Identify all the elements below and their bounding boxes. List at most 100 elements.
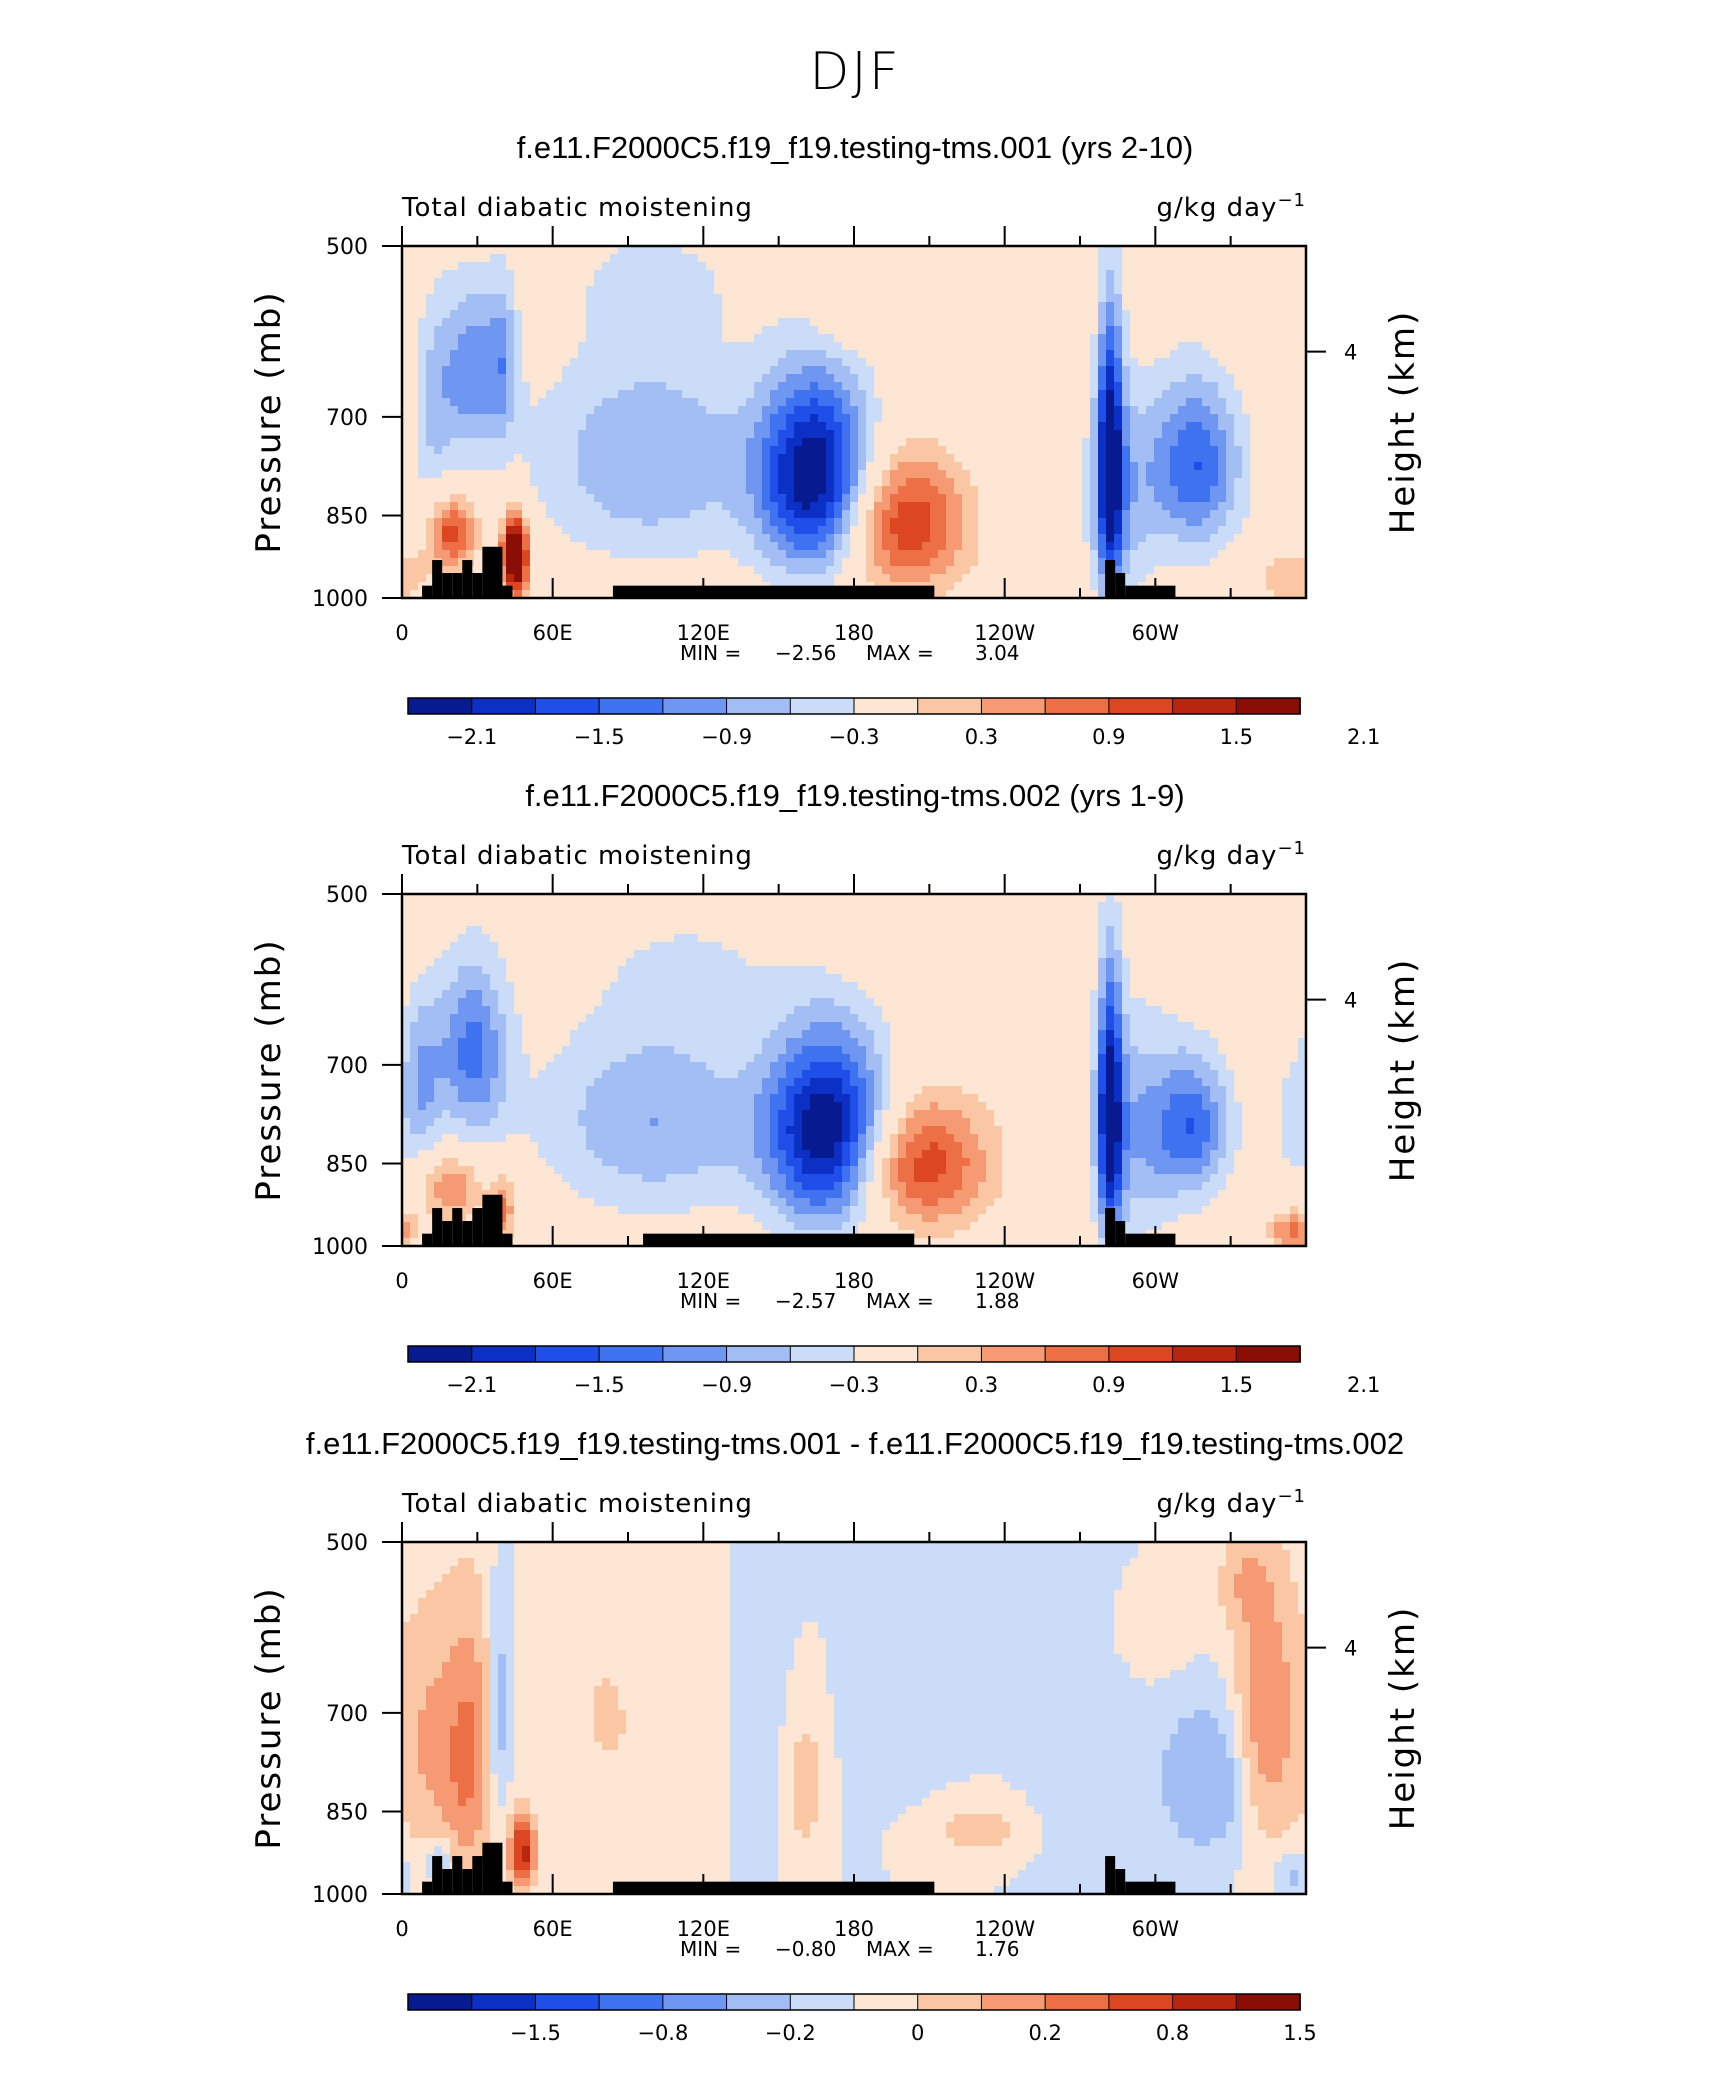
panel-2-topography-6	[482, 1194, 503, 1246]
panel-1-topography-7	[502, 585, 513, 598]
colorbar-box	[1172, 1345, 1238, 1363]
panel-1: 0 60E 120E 180 120W 60W 500 700 850 1000 4 Pressure…	[249, 190, 1423, 749]
panel-2-topography-1	[432, 1208, 443, 1246]
y-axis-label: Pressure (mb)	[249, 938, 289, 1201]
colorbar-box	[1108, 1993, 1174, 2011]
colorbar-box	[726, 1345, 792, 1363]
panel-1-topography-11	[1125, 585, 1176, 598]
panel-2-topography-7	[502, 1233, 513, 1246]
colorbar-frame	[407, 697, 1301, 715]
colorbar-label: 0.9	[1092, 725, 1125, 749]
panel-3-topography-8	[612, 1881, 935, 1894]
panel-2-title: f.e11.F2000C5.f19_f19.testing-tms.002 (y…	[525, 778, 1185, 813]
lon-tick-label: 120W	[974, 1917, 1035, 1941]
panel-2-topography-9	[1105, 1208, 1116, 1246]
pressure-tick-label: 700	[326, 1702, 368, 1727]
pressure-tick-label: 700	[326, 1054, 368, 1079]
panel-3-topography-10	[1115, 1869, 1126, 1894]
colorbar-box	[980, 697, 1046, 715]
lon-tick-label: 60W	[1132, 1917, 1180, 1941]
panel-1-topography-0	[422, 585, 433, 598]
lon-tick-label: 180	[834, 1269, 874, 1293]
colorbar-box	[789, 1345, 855, 1363]
min-value: −2.56	[775, 641, 836, 665]
colorbar-box	[980, 1345, 1046, 1363]
panel-3-colorbar: −1.5 −0.8 −0.2 0 0.2 0.8 1.5	[407, 1993, 1317, 2045]
colorbar-label: −2.1	[446, 725, 497, 749]
colorbar-box	[662, 697, 728, 715]
panel-2-topography-4	[462, 1221, 473, 1246]
colorbar-label: −0.8	[637, 2021, 688, 2045]
lon-tick-label: 0	[395, 621, 408, 645]
panel-1-topography-9	[1105, 560, 1116, 598]
colorbar-box	[1044, 1345, 1110, 1363]
right-axis-label: Height (km)	[1383, 1606, 1423, 1831]
max-value: 1.88	[975, 1289, 1020, 1313]
lon-tick-label: 180	[834, 1917, 874, 1941]
lon-tick-label: 120W	[974, 1269, 1035, 1293]
colorbar-label: 2.1	[1347, 725, 1380, 749]
colorbar-label: 2.1	[1347, 1373, 1380, 1397]
colorbar-label: 0	[911, 2021, 924, 2045]
colorbar-label: −2.1	[446, 1373, 497, 1397]
panel-1-topography-8	[612, 585, 935, 598]
panel-2-topography-5	[472, 1208, 483, 1246]
colorbar-box	[598, 697, 664, 715]
right-axis-label: Height (km)	[1383, 310, 1423, 535]
pressure-tick-label: 500	[326, 883, 368, 908]
variable-label: Total diabatic moistening	[401, 841, 753, 871]
colorbar-box	[726, 1993, 792, 2011]
panel-2-topography-10	[1115, 1221, 1126, 1246]
panel-1-title: f.e11.F2000C5.f19_f19.testing-tms.001 (y…	[516, 130, 1194, 165]
panel-2-topography-11	[1125, 1233, 1176, 1246]
lon-tick-label: 180	[834, 621, 874, 645]
panel-3-contour-field	[402, 1542, 1307, 1895]
colorbar-box	[534, 1345, 600, 1363]
height-tick-label: 4	[1344, 1637, 1357, 1661]
units-label: g/kg day−1	[1157, 838, 1306, 871]
colorbar-box	[853, 1993, 919, 2011]
colorbar-box	[1235, 1345, 1301, 1363]
units-label: g/kg day−1	[1157, 1486, 1306, 1519]
colorbar-label: 0.8	[1156, 2021, 1189, 2045]
panel-1-topography-10	[1115, 573, 1126, 598]
panel-3-title: f.e11.F2000C5.f19_f19.testing-tms.001 - …	[305, 1426, 1405, 1461]
colorbar-box	[1108, 697, 1174, 715]
panel-1-topography-4	[462, 560, 473, 598]
colorbar-frame	[407, 1993, 1301, 2011]
lon-tick-label: 60E	[533, 1269, 573, 1293]
pressure-tick-label: 850	[326, 504, 368, 529]
colorbar-box	[662, 1345, 728, 1363]
page-title: DJF	[809, 42, 901, 102]
panel-3-topography-6	[482, 1842, 503, 1894]
colorbar-label: 0.2	[1028, 2021, 1061, 2045]
units-label: g/kg day−1	[1157, 190, 1306, 223]
panel-1-colorbar: −2.1 −1.5 −0.9 −0.3 0.3 0.9 1.5 2.1	[407, 697, 1380, 749]
max-label: MAX =	[866, 1289, 934, 1313]
colorbar-box	[1044, 697, 1110, 715]
panel-3-topography-11	[1125, 1881, 1176, 1894]
colorbar-box	[1172, 1993, 1238, 2011]
panel-2-colorbar: −2.1 −1.5 −0.9 −0.3 0.3 0.9 1.5 2.1	[407, 1345, 1380, 1397]
pressure-tick-label: 500	[326, 235, 368, 260]
panel-3-topography-0	[422, 1881, 433, 1894]
panel-1-topography-1	[432, 560, 443, 598]
panel-2: 0 60E 120E 180 120W 60W 500 700 850 1000 4 Pressure…	[249, 838, 1423, 1397]
colorbar-label: 0.3	[965, 725, 998, 749]
colorbar-label: −0.2	[765, 2021, 816, 2045]
max-label: MAX =	[866, 641, 934, 665]
panel-2-contour-field	[402, 894, 1307, 1247]
pressure-tick-label: 700	[326, 406, 368, 431]
colorbar-box	[917, 1993, 983, 2011]
colorbar-box	[662, 1993, 728, 2011]
min-value: −2.57	[775, 1289, 836, 1313]
colorbar-box	[1044, 1993, 1110, 2011]
panel-3-topography-9	[1105, 1856, 1116, 1894]
colorbar-box	[471, 697, 537, 715]
right-axis-label: Height (km)	[1383, 958, 1423, 1183]
max-value: 3.04	[975, 641, 1020, 665]
colorbar-label: 0.9	[1092, 1373, 1125, 1397]
colorbar-frame	[407, 1345, 1301, 1363]
colorbar-box	[726, 697, 792, 715]
